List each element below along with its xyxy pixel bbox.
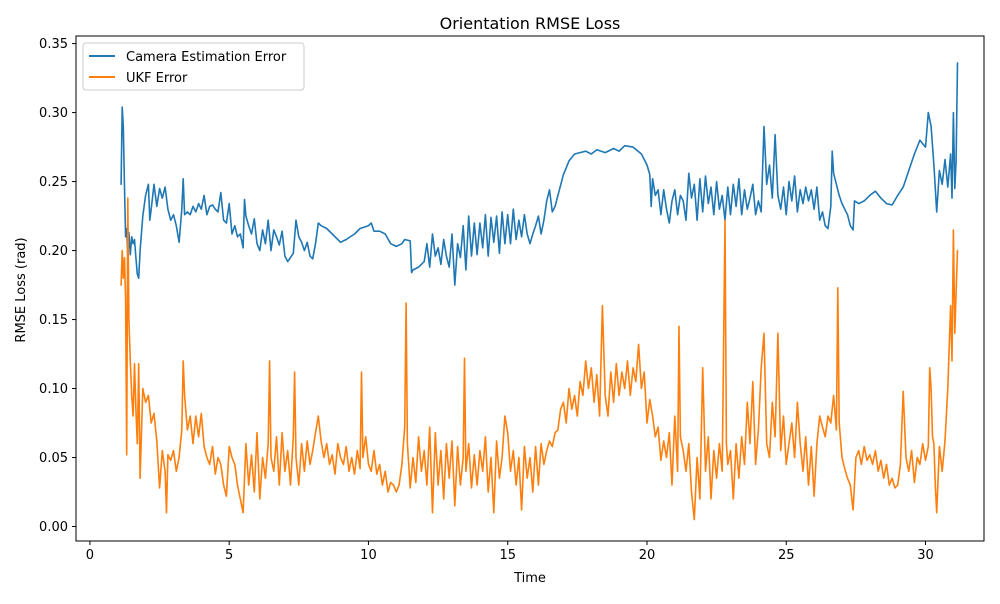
x-tick-label-0: 0 xyxy=(86,548,94,563)
y-tick-label-1: 0.05 xyxy=(39,451,68,466)
y-axis-ticks: 0.00 0.05 0.10 0.15 0.20 0.25 0.30 0.35 xyxy=(39,37,76,535)
x-axis-ticks: 0 5 10 15 20 25 30 xyxy=(86,541,934,563)
y-tick-label-3: 0.15 xyxy=(39,313,68,328)
axes-frame xyxy=(75,35,985,542)
x-tick-label-4: 20 xyxy=(639,548,656,563)
y-tick-label-0: 0.00 xyxy=(39,520,68,535)
camera-error-line xyxy=(120,62,959,286)
y-tick-label-6: 0.30 xyxy=(39,106,68,121)
x-tick-label-1: 5 xyxy=(225,548,233,563)
chart-title: Orientation RMSE Loss xyxy=(440,14,621,33)
ukf-error-line xyxy=(120,197,959,521)
series-layer xyxy=(120,62,959,521)
legend-label-camera: Camera Estimation Error xyxy=(126,50,287,65)
legend: Camera Estimation Error UKF Error xyxy=(82,42,305,91)
x-tick-label-5: 25 xyxy=(778,548,795,563)
x-axis-label: Time xyxy=(513,571,546,586)
y-tick-label-7: 0.35 xyxy=(39,37,68,52)
x-tick-label-6: 30 xyxy=(917,548,934,563)
legend-label-ukf: UKF Error xyxy=(126,71,188,86)
y-tick-label-2: 0.10 xyxy=(39,382,68,397)
x-tick-label-3: 15 xyxy=(499,548,516,563)
x-tick-label-2: 10 xyxy=(360,548,377,563)
y-tick-label-5: 0.25 xyxy=(39,175,68,190)
y-tick-label-4: 0.20 xyxy=(39,244,68,259)
legend-box xyxy=(82,42,305,91)
y-axis-label: RMSE Loss (rad) xyxy=(14,237,29,342)
